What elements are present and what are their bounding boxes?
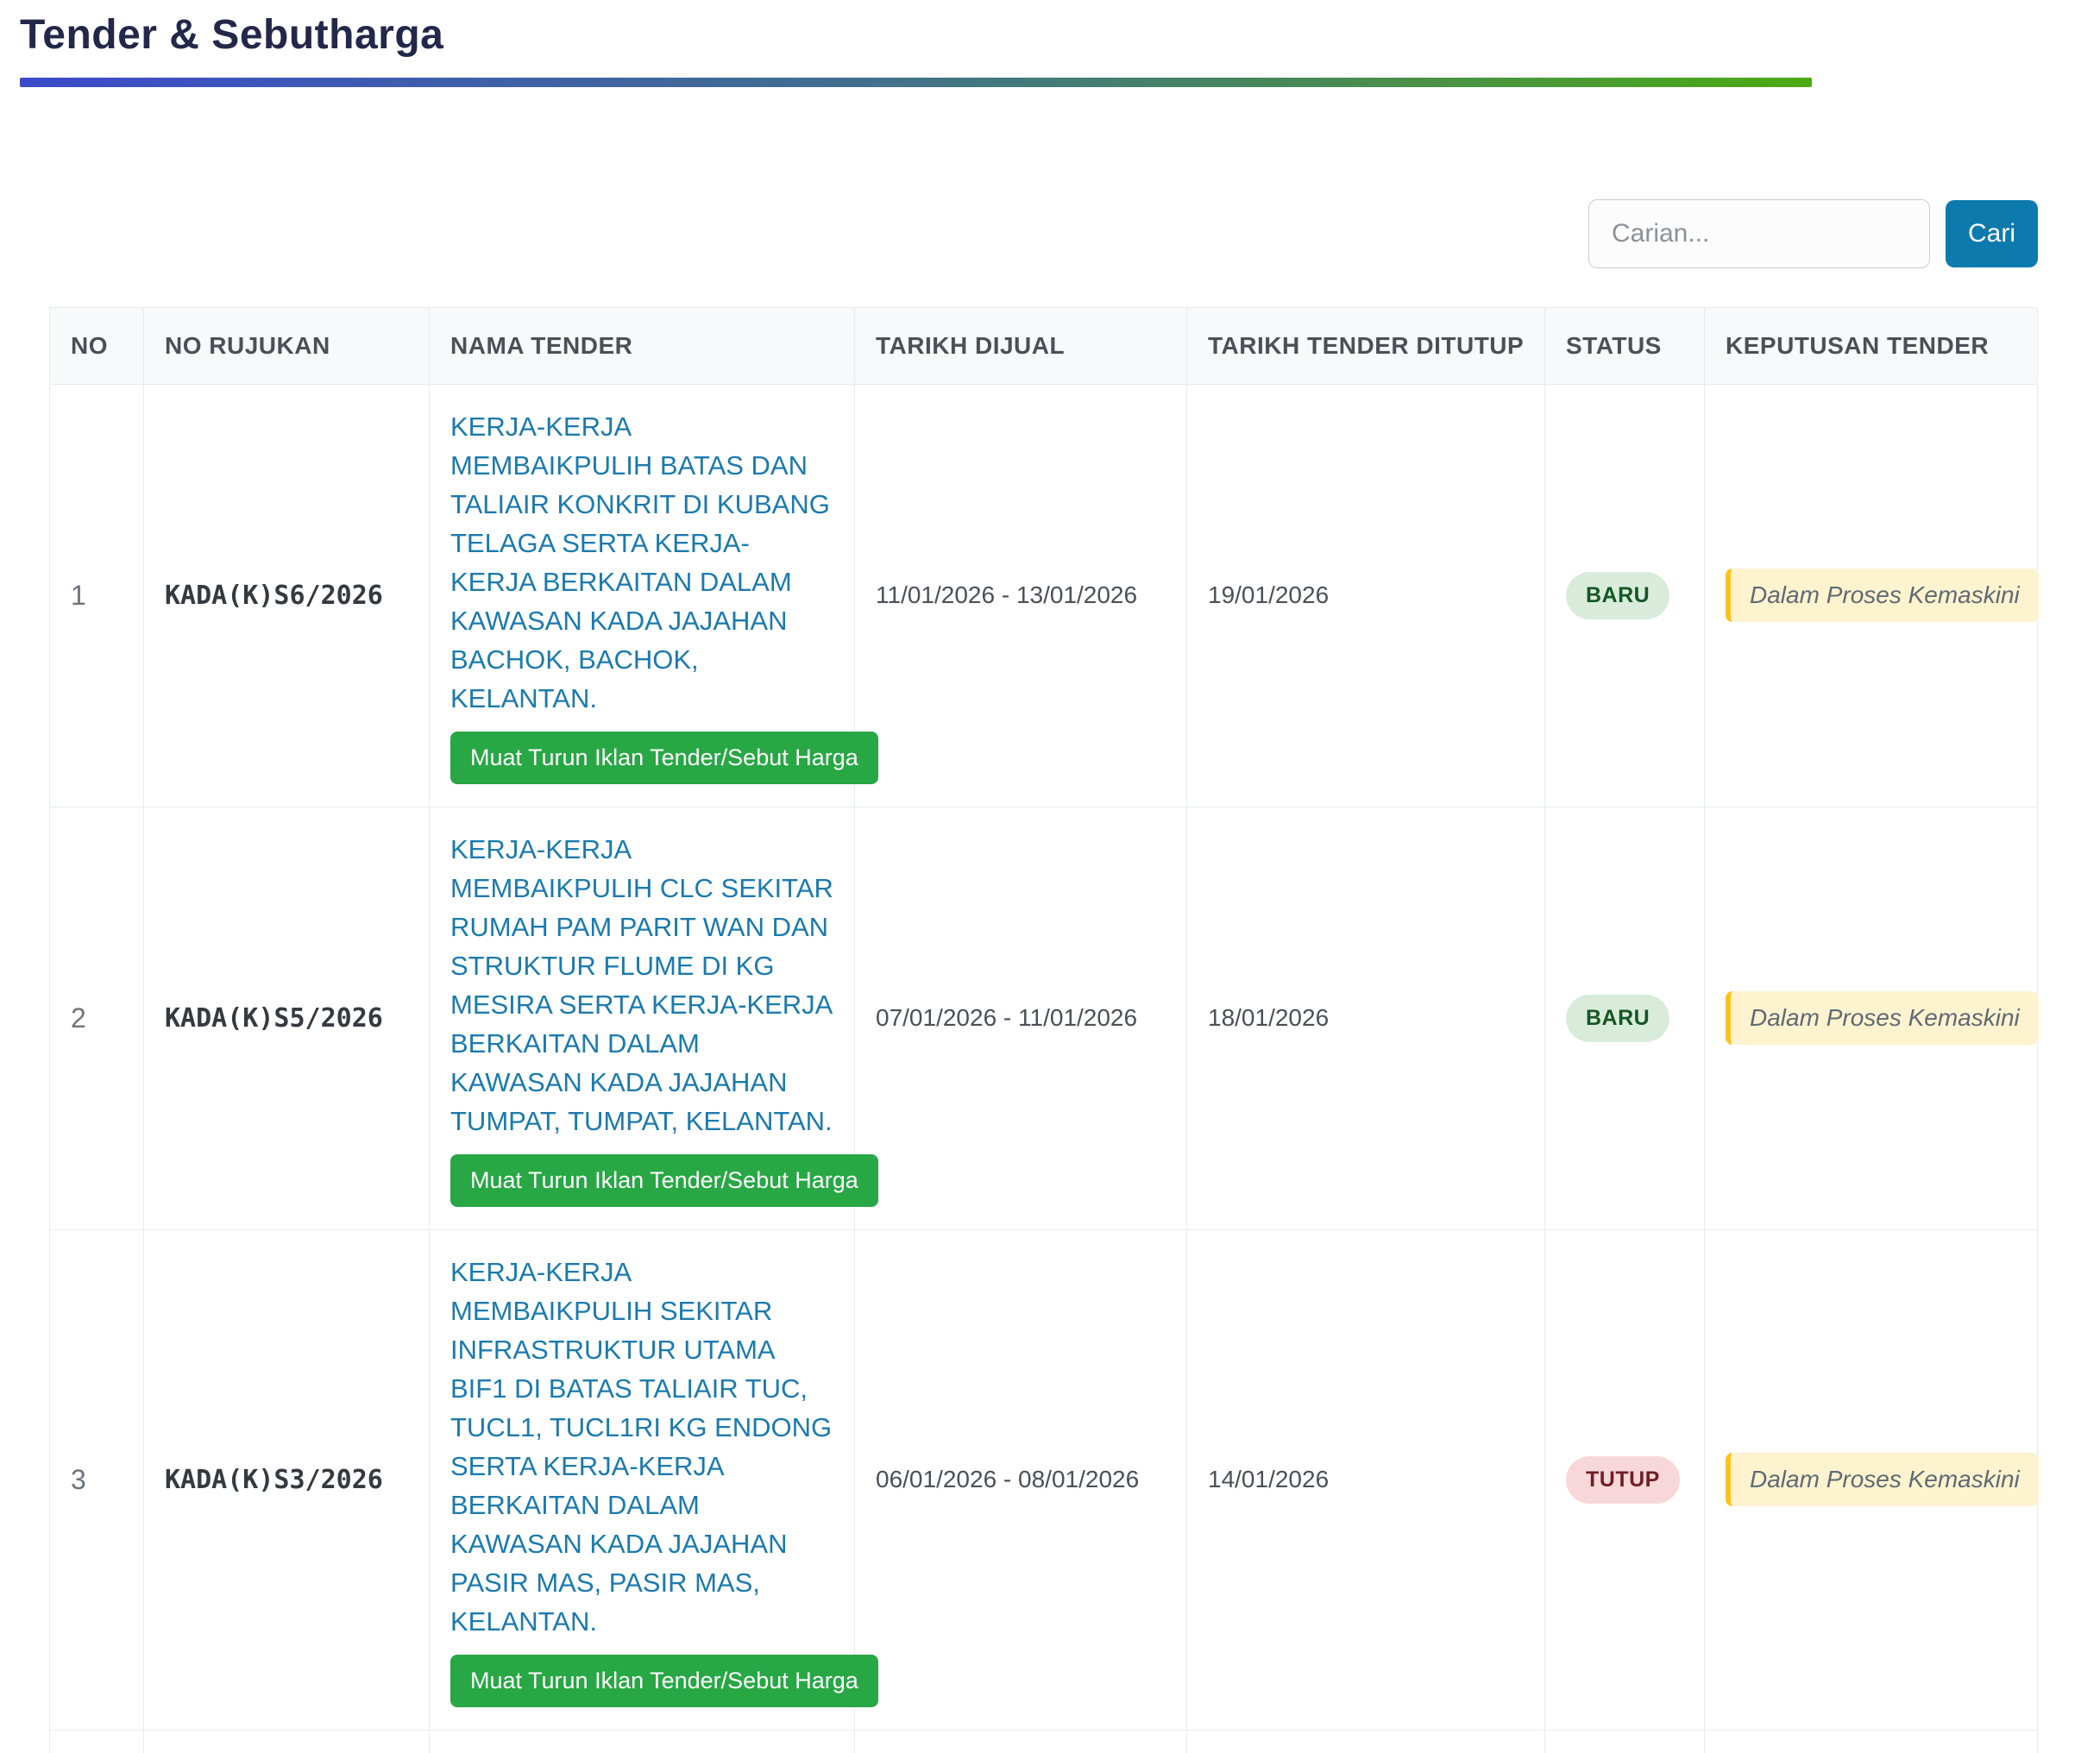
date-closed: 14/01/2026 [1186,1729,1545,1753]
tender-name-link[interactable]: KERJA-KERJA MEMBAIKPULIH BATAS DAN TALIA… [450,411,830,713]
date-sold: 11/01/2026 - 13/01/2026 [854,383,1187,807]
row-number: 2 [49,806,144,1230]
table-header: NO NO RUJUKAN NAMA TENDER TARIKH DIJUAL … [49,306,2038,385]
reference-number: KADA(K)S6/2026 [143,383,430,807]
title-gradient-divider [20,77,1812,87]
download-tender-ad-button[interactable]: Muat Turun Iklan Tender/Sebut Harga [450,731,878,784]
tender-name-link[interactable]: KERJA-KERJA MEMBAIKPULIH CLC SEKITAR RUM… [450,833,833,1136]
page-title: Tender & Sebutharga [20,12,444,58]
header-tarikh-dijual: TARIKH DIJUAL [854,306,1187,385]
search-button[interactable]: Cari [1945,199,2038,267]
status-badge: BARU [1566,571,1670,619]
tender-table-container: NO NO RUJUKAN NAMA TENDER TARIKH DIJUAL … [49,306,2039,1753]
search-row: Cari [0,198,2100,268]
download-tender-ad-button[interactable]: Muat Turun Iklan Tender/Sebut Harga [450,1654,878,1707]
table-row: 2 KADA(K)S5/2026 KERJA-KERJA MEMBAIKPULI… [49,806,2039,1230]
date-sold: 07/01/2026 - 11/01/2026 [854,806,1187,1230]
row-number: 1 [49,383,144,807]
table-row: 1 KADA(K)S6/2026 KERJA-KERJA MEMBAIKPULI… [49,383,2039,807]
reference-number: KADA(K)S5/2026 [143,806,430,1230]
table-row: 4 KADA(K)S4/2026 KERJA-KERJA MEMBAIKPULI… [49,1729,2038,1753]
header-status: STATUS [1544,306,1705,385]
row-number: 4 [49,1729,144,1753]
reference-number: KADA(K)S3/2026 [143,1228,430,1731]
download-tender-ad-button[interactable]: Muat Turun Iklan Tender/Sebut Harga [450,1153,878,1207]
status-badge: BARU [1566,994,1670,1042]
date-sold: 06/01/2026 - 08/01/2026 [854,1729,1187,1753]
header-no: NO [49,306,144,385]
date-closed: 14/01/2026 [1186,1228,1545,1731]
status-badge: TUTUP [1566,1455,1680,1504]
decision-badge: Dalam Proses Kemaskini [1726,1453,2039,1507]
row-number: 3 [49,1228,144,1731]
date-sold: 06/01/2026 - 08/01/2026 [854,1228,1187,1731]
search-input[interactable] [1588,198,1930,268]
decision-badge: Dalam Proses Kemaskini [1726,991,2039,1046]
header-nama-tender: NAMA TENDER [429,306,855,385]
table-row: 3 KADA(K)S3/2026 KERJA-KERJA MEMBAIKPULI… [49,1228,2039,1731]
tender-table: NO NO RUJUKAN NAMA TENDER TARIKH DIJUAL … [49,306,2039,1753]
decision-badge: Dalam Proses Kemaskini [1726,569,2039,623]
reference-number: KADA(K)S4/2026 [143,1729,430,1753]
header-keputusan: KEPUTUSAN TENDER [1704,306,2038,385]
tender-name-link[interactable]: KERJA-KERJA MEMBAIKPULIH SEKITAR INFRAST… [450,1256,833,1637]
header-tarikh-ditutup: TARIKH TENDER DITUTUP [1186,306,1545,385]
header-no-rujukan: NO RUJUKAN [143,306,430,385]
date-closed: 18/01/2026 [1186,806,1545,1230]
date-closed: 19/01/2026 [1186,383,1545,807]
